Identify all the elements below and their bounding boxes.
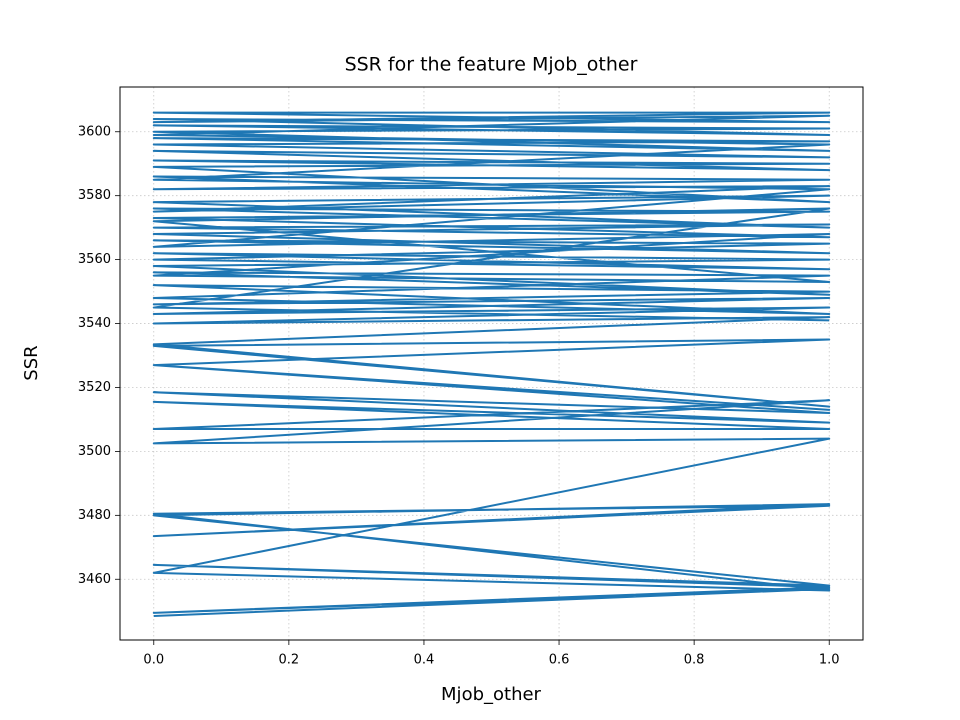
y-tick-label: 3460: [78, 572, 111, 587]
y-tick-label: 3500: [78, 444, 111, 459]
plot-frame: [119, 86, 864, 641]
x-tick-label: 0.4: [414, 653, 435, 668]
x-tick-label: 0.0: [143, 653, 164, 668]
y-tick-label: 3540: [78, 316, 111, 331]
y-tick-label: 3560: [78, 252, 111, 267]
x-tick-label: 0.6: [549, 653, 570, 668]
x-tick-label: 0.2: [279, 653, 300, 668]
x-tick-label: 0.8: [684, 653, 705, 668]
y-tick-label: 3520: [78, 380, 111, 395]
y-tick-label: 3480: [78, 508, 111, 523]
x-axis-label: Mjob_other: [441, 684, 542, 705]
data-line: [152, 111, 831, 618]
y-axis-label: SSR: [21, 345, 42, 380]
y-tick-label: 3600: [78, 124, 111, 139]
y-tick-label: 3580: [78, 188, 111, 203]
chart-title: SSR for the feature Mjob_other: [345, 54, 638, 76]
x-tick-label: 1.0: [819, 653, 840, 668]
